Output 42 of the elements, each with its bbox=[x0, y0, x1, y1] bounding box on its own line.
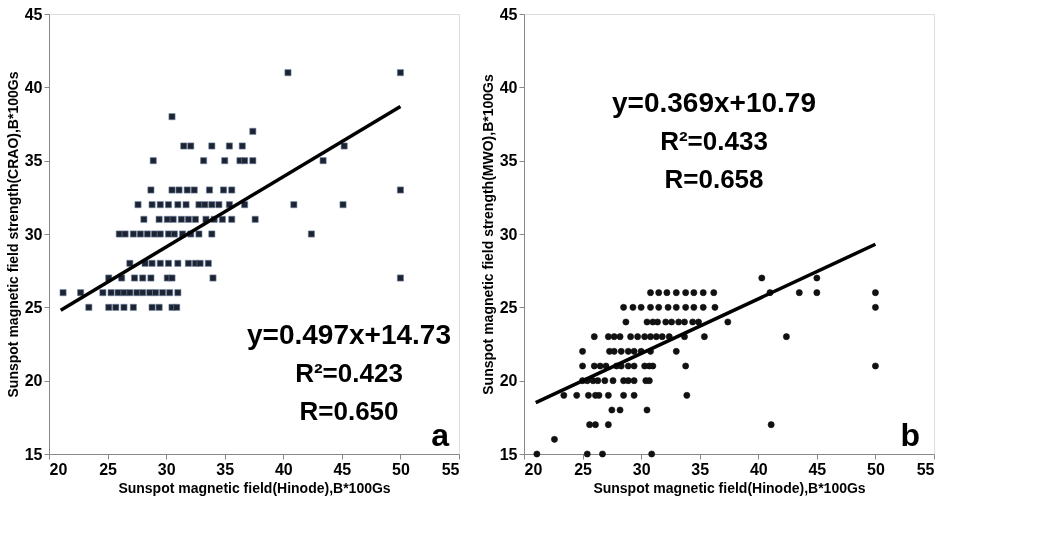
x-tick-label: 40 bbox=[274, 460, 293, 478]
annotation: R²=0.423 bbox=[295, 358, 403, 388]
annotation: R²=0.433 bbox=[660, 126, 768, 156]
x-tick-label: 20 bbox=[49, 460, 68, 478]
y-tick-label: 30 bbox=[24, 225, 43, 243]
x-tick-label: 55 bbox=[916, 460, 935, 478]
x-tick-label: 50 bbox=[867, 460, 885, 478]
y-axis-title: Sunspot magnetic field strength(CRAO),B*100Gs bbox=[4, 71, 21, 398]
y-tick-label: 15 bbox=[24, 445, 43, 463]
y-tick-label: 15 bbox=[499, 445, 518, 463]
y-tick-label: 35 bbox=[499, 152, 518, 170]
y-tick-label: 25 bbox=[499, 298, 518, 316]
x-tick-label: 25 bbox=[99, 460, 118, 478]
y-tick-label: 20 bbox=[24, 372, 43, 390]
x-axis-title: Sunspot magnetic field(Hinode),B*100Gs bbox=[593, 479, 866, 496]
x-tick-label: 50 bbox=[392, 460, 410, 478]
y-tick-label: 45 bbox=[499, 5, 518, 23]
x-tick-label: 30 bbox=[632, 460, 651, 478]
x-axis-title: Sunspot magnetic field(Hinode),B*100Gs bbox=[118, 479, 391, 496]
y-tick-label: 40 bbox=[24, 78, 43, 96]
x-tick-label: 35 bbox=[691, 460, 710, 478]
x-tick-label: 45 bbox=[333, 460, 352, 478]
x-tick-label: 35 bbox=[216, 460, 235, 478]
y-tick-label: 20 bbox=[499, 372, 518, 390]
x-tick-label: 30 bbox=[157, 460, 176, 478]
x-tick-label: 55 bbox=[441, 460, 460, 478]
annotation: b bbox=[900, 417, 920, 453]
annotation: y=0.369x+10.79 bbox=[612, 87, 816, 118]
y-tick-label: 25 bbox=[24, 298, 43, 316]
y-tick-label: 35 bbox=[24, 152, 43, 170]
y-tick-label: 45 bbox=[24, 5, 43, 23]
annotation: R=0.650 bbox=[299, 396, 399, 426]
annotation: R=0.658 bbox=[664, 164, 764, 194]
x-tick-label: 45 bbox=[808, 460, 827, 478]
x-tick-label: 40 bbox=[749, 460, 768, 478]
y-tick-label: 40 bbox=[499, 78, 518, 96]
x-tick-label: 25 bbox=[574, 460, 593, 478]
y-axis-title: Sunspot magnetic field strength(MWO),B*100Gs bbox=[479, 74, 496, 395]
annotation: y=0.497x+14.73 bbox=[247, 319, 451, 350]
y-tick-label: 30 bbox=[499, 225, 518, 243]
x-tick-label: 20 bbox=[524, 460, 543, 478]
annotation: a bbox=[431, 417, 450, 453]
